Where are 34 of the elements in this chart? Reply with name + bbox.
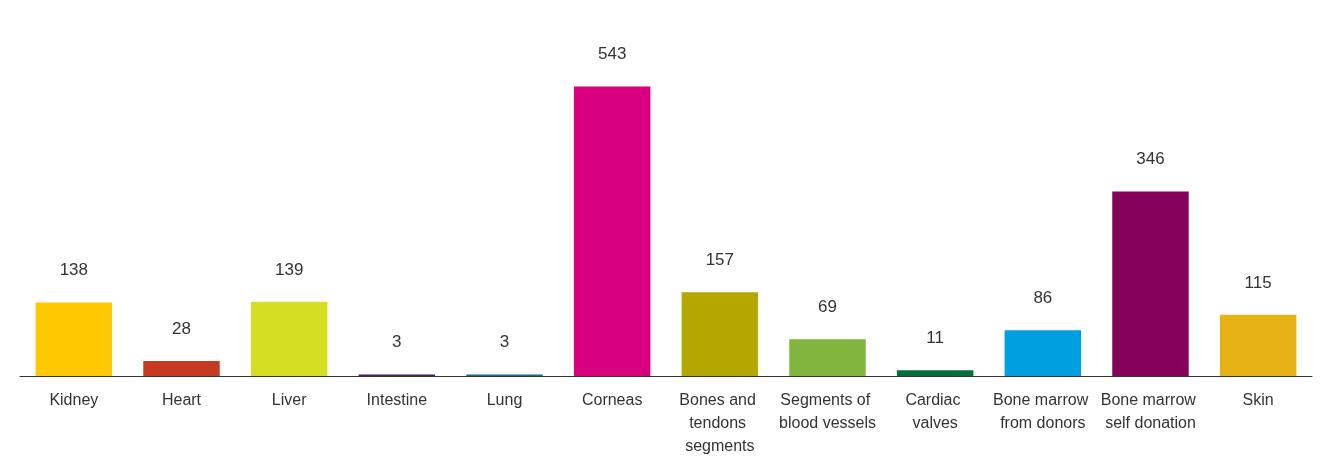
bar [573, 86, 651, 376]
data-label: 139 [274, 259, 304, 279]
data-label: 69 [818, 297, 837, 317]
x-tick-label: Heart [161, 391, 202, 408]
bar [143, 361, 220, 376]
x-tick-label: Skin [1242, 391, 1274, 408]
data-label: 3 [392, 332, 402, 352]
data-label: 115 [1244, 272, 1272, 292]
data-label: 28 [172, 319, 191, 339]
x-tick-label: Bone marrow self donation [1100, 391, 1201, 431]
bar [1219, 314, 1297, 376]
bar [681, 292, 759, 376]
x-tick-label: Intestine [366, 391, 428, 408]
data-label: 3 [499, 332, 510, 352]
x-tick-label: Bones and tendons segments [679, 391, 761, 454]
x-tick-label: Cardiac valves [905, 391, 965, 431]
data-label: 346 [1136, 149, 1165, 169]
x-tick-label: Corneas [581, 391, 643, 408]
x-tick-label: Bone marrow from donors [993, 391, 1093, 431]
bar [1004, 330, 1082, 376]
bar [896, 370, 974, 376]
x-tick-label: Segments of blood vessels [779, 391, 876, 431]
data-label: 157 [705, 250, 735, 270]
bar [35, 302, 113, 376]
x-tick-label: Liver [271, 391, 308, 408]
x-tick-label: Kidney [49, 391, 99, 408]
x-tick-label: Lung [486, 391, 523, 408]
data-label: 11 [926, 328, 944, 348]
data-label: 86 [1033, 288, 1053, 308]
bar [250, 301, 328, 376]
bar [789, 339, 866, 376]
data-label: 138 [59, 260, 89, 280]
data-label: 543 [597, 44, 627, 64]
bar [1112, 191, 1189, 376]
